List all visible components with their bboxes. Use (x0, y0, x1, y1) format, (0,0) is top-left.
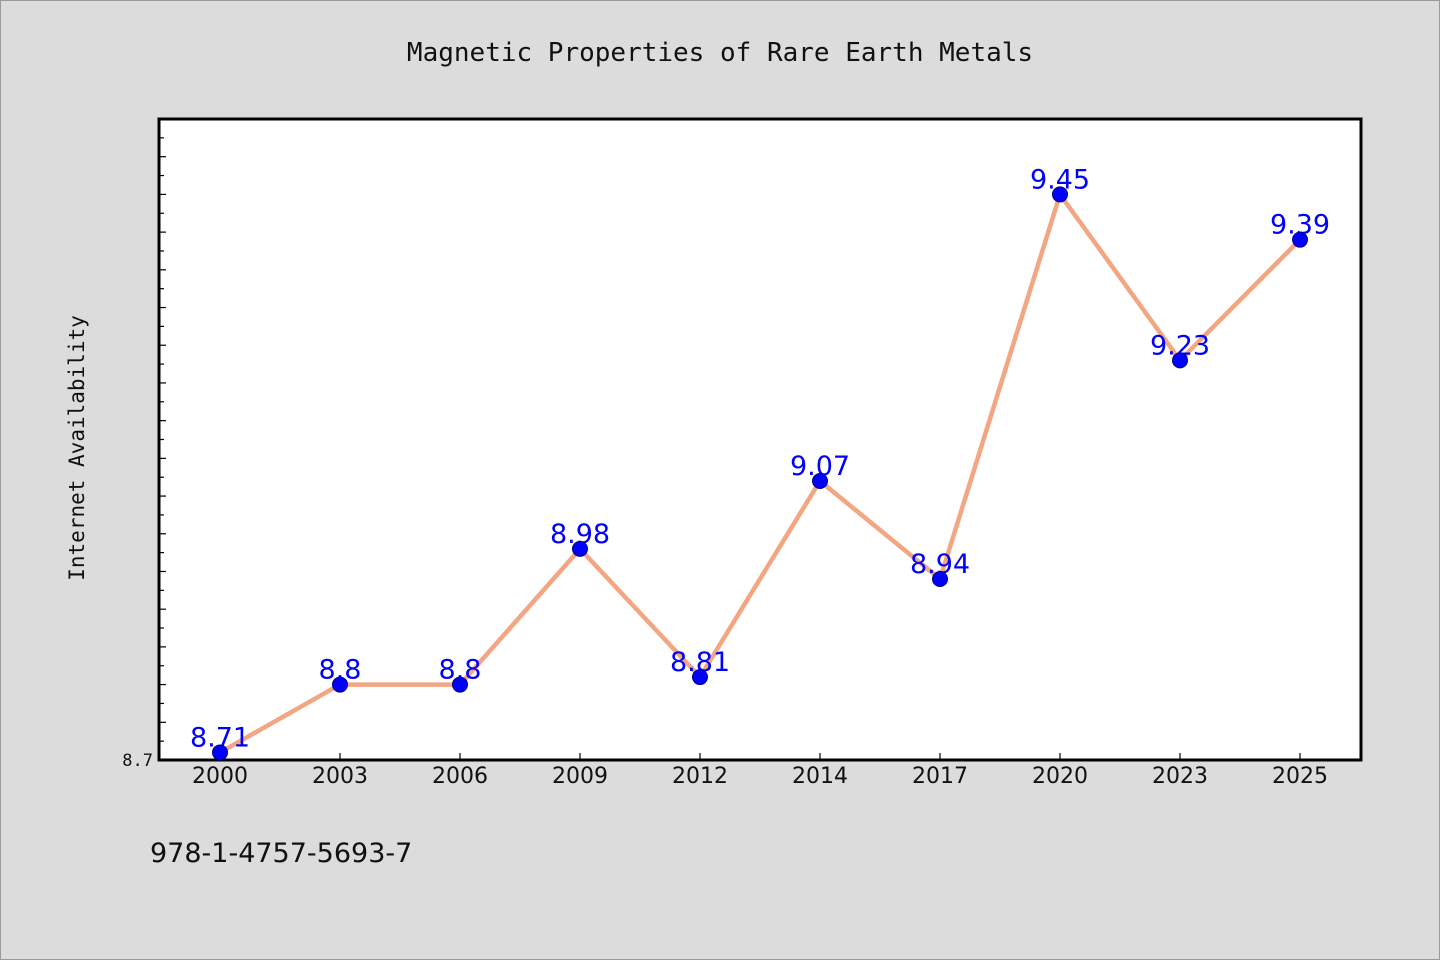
x-tick-label: 2014 (792, 764, 848, 789)
series-line-group (217, 192, 1303, 755)
x-tick-label: 2025 (1272, 764, 1328, 789)
data-point (452, 676, 468, 693)
x-tick-label: 2023 (1152, 764, 1208, 789)
y-axis-ticks (159, 137, 166, 761)
data-point (692, 669, 708, 686)
data-label-group: 8.718.8 8.88.988.819.078.949.459.239.39 (190, 164, 1330, 753)
chart-title: Magnetic Properties of Rare Earth Metals (407, 38, 1033, 68)
marker-group (212, 186, 1308, 761)
data-point (1172, 352, 1188, 369)
plot-area (157, 117, 1363, 762)
data-point (1292, 231, 1308, 248)
isbn-footer: 978-1-4757-5693-7 (150, 838, 412, 869)
series-line (217, 192, 1303, 755)
x-tick-label: 2009 (552, 764, 608, 789)
data-point (212, 744, 228, 761)
y-tick-label: 8.7 (122, 751, 153, 771)
x-tick-label: 2012 (672, 764, 728, 789)
data-point (932, 571, 948, 588)
x-tick-label: 2006 (432, 764, 488, 789)
x-tick-label: 2003 (312, 764, 368, 789)
data-point (332, 676, 348, 693)
y-axis-tick-labels: 8.7 (122, 751, 153, 771)
y-axis-label: Internet Availability (65, 315, 89, 581)
x-tick-label: 2017 (912, 764, 968, 789)
data-point (572, 540, 588, 557)
x-axis-ticks (219, 753, 1301, 760)
x-tick-label: 2000 (192, 764, 248, 789)
data-point (812, 472, 828, 489)
data-point (1052, 186, 1068, 203)
x-axis-tick-labels: 2000 2003 2006 2009 2012 2014 2017 2020 2023 2025 (192, 764, 1328, 789)
x-tick-label: 2020 (1032, 764, 1088, 789)
